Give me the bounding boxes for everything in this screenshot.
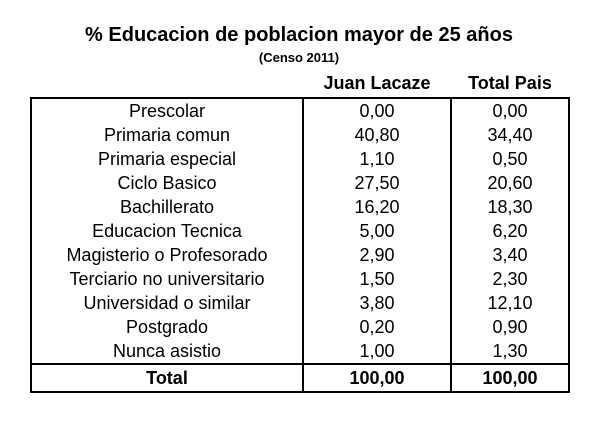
cell-value: 100,00 <box>450 363 570 392</box>
total-row: Total 100,00 100,00 <box>30 363 570 392</box>
title: % Educacion de poblacion mayor de 25 año… <box>85 24 513 46</box>
row-label: Ciclo Basico <box>30 171 304 195</box>
cell-value: 16,20 <box>302 195 452 219</box>
row-label: Terciario no universitario <box>30 267 304 291</box>
row-label: Bachillerato <box>30 195 304 219</box>
column-header: Juan Lacaze <box>323 73 431 93</box>
table-row: Postgrado 0,20 0,90 <box>30 315 570 339</box>
table-row: Primaria especial 1,10 0,50 <box>30 147 570 171</box>
cell-value: 20,60 <box>450 171 570 195</box>
table-body: Prescolar 0,00 0,00 Primaria comun 40,80 34,4… <box>30 98 570 392</box>
table-row: Primaria comun 40,80 34,40 <box>30 123 570 147</box>
row-label: Primaria especial <box>30 147 304 171</box>
row-label: Primaria comun <box>30 123 304 147</box>
table-row: Educacion Tecnica 5,00 6,20 <box>30 219 570 243</box>
cell-value: 2,30 <box>450 267 570 291</box>
cell-value: 3,40 <box>450 243 570 267</box>
subtitle: (Censo 2011) <box>258 50 340 65</box>
cell-value: 1,10 <box>302 147 452 171</box>
row-label: Prescolar <box>30 98 304 123</box>
table-row: Universidad o similar 3,80 12,10 <box>30 291 570 315</box>
cell-value: 100,00 <box>302 363 452 392</box>
cell-value: 0,50 <box>450 147 570 171</box>
cell-value: 0,00 <box>450 98 570 123</box>
cell-value: 6,20 <box>450 219 570 243</box>
row-label: Postgrado <box>30 315 304 339</box>
row-label: Universidad o similar <box>30 291 304 315</box>
cell-value: 27,50 <box>302 171 452 195</box>
table-row: Ciclo Basico 27,50 20,60 <box>30 171 570 195</box>
table-row: Terciario no universitario 1,50 2,30 <box>30 267 570 291</box>
cell-value: 1,00 <box>302 339 452 364</box>
cell-value: 18,30 <box>450 195 570 219</box>
cell-value: 2,90 <box>302 243 452 267</box>
table-row: Nunca asistio 1,00 1,30 <box>30 339 570 364</box>
cell-value: 3,80 <box>302 291 452 315</box>
cell-value: 0,00 <box>302 98 452 123</box>
cell-value: 0,20 <box>302 315 452 339</box>
row-label: Magisterio o Profesorado <box>30 243 304 267</box>
table-row: Bachillerato 16,20 18,30 <box>30 195 570 219</box>
cell-value: 40,80 <box>302 123 452 147</box>
cell-value: 34,40 <box>450 123 570 147</box>
row-label: Nunca asistio <box>30 339 304 364</box>
cell-value: 1,30 <box>450 339 570 364</box>
table-row: Prescolar 0,00 0,00 <box>30 98 570 123</box>
cell-value: 1,50 <box>302 267 452 291</box>
cell-value: 12,10 <box>450 291 570 315</box>
column-header: Total Pais <box>468 73 552 93</box>
table-row: Magisterio o Profesorado 2,90 3,40 <box>30 243 570 267</box>
cell-value: 5,00 <box>302 219 452 243</box>
education-table: Prescolar 0,00 0,00 Primaria comun 40,80 34,4… <box>30 97 570 393</box>
cell-value: 0,90 <box>450 315 570 339</box>
row-label: Total <box>30 363 304 392</box>
row-label: Educacion Tecnica <box>30 219 304 243</box>
